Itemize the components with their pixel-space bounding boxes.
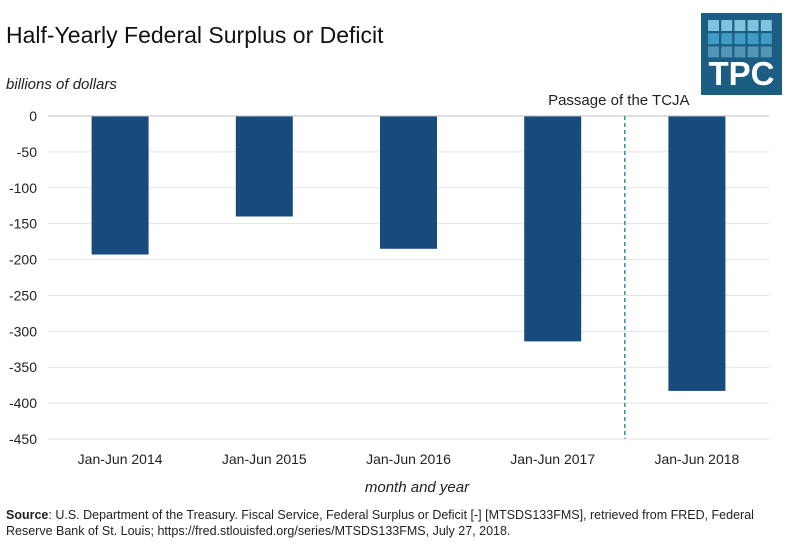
tpc-logo: TPC: [701, 13, 782, 95]
tpc-logo-square: [708, 20, 719, 31]
tpc-logo-text: TPC: [709, 55, 775, 92]
y-tick-label: 0: [29, 108, 37, 124]
x-tick-label: Jan-Jun 2017: [510, 451, 595, 467]
tpc-logo-square: [747, 46, 759, 58]
tpc-logo-square: [747, 20, 759, 31]
source-text: : U.S. Department of the Treasury. Fisca…: [6, 508, 754, 538]
tcja-annotation: Passage of the TCJA: [548, 92, 689, 109]
tpc-logo-square: [734, 33, 746, 45]
x-tick-label: Jan-Jun 2018: [654, 451, 739, 467]
source-label: Source: [6, 508, 49, 522]
y-tick-label: -100: [9, 180, 37, 196]
tpc-logo-square: [708, 46, 719, 58]
source-note: Source: U.S. Department of the Treasury.…: [6, 507, 782, 539]
tpc-logo-square: [734, 46, 746, 58]
y-tick-labels: 0 -50 -100 -150 -200 -250 -300 -350 -400 -450: [9, 108, 37, 447]
y-tick-label: -300: [9, 323, 37, 339]
tpc-logo-square: [708, 33, 719, 45]
tpc-logo-square: [721, 20, 733, 31]
bars: [91, 116, 726, 391]
bar: [668, 116, 726, 391]
bar: [91, 116, 149, 255]
tpc-logo-square: [734, 20, 746, 31]
bar: [235, 116, 293, 217]
y-tick-label: -450: [9, 431, 37, 447]
y-tick-label: -50: [17, 144, 37, 160]
bar: [380, 116, 437, 249]
y-tick-label: -150: [9, 216, 37, 232]
x-tick-label: Jan-Jun 2016: [366, 451, 451, 467]
tpc-logo-square: [760, 33, 772, 45]
x-tick-label: Jan-Jun 2015: [222, 451, 307, 467]
tpc-logo-square: [760, 20, 772, 31]
y-tick-label: -400: [9, 395, 37, 411]
tpc-logo-squares: [708, 20, 772, 58]
tpc-logo-square: [760, 46, 772, 58]
y-tick-label: -250: [9, 287, 37, 303]
tpc-logo-square: [721, 46, 733, 58]
tpc-logo-square: [721, 33, 733, 45]
bar: [524, 116, 582, 342]
x-tick-label: Jan-Jun 2014: [78, 451, 163, 467]
y-axis-label: billions of dollars: [6, 76, 117, 93]
y-tick-label: -200: [9, 252, 37, 268]
x-tick-labels: Jan-Jun 2014 Jan-Jun 2015 Jan-Jun 2016 Jan-…: [78, 451, 740, 467]
y-tick-label: -350: [9, 359, 37, 375]
chart-title: Half-Yearly Federal Surplus or Deficit: [6, 22, 384, 48]
tpc-logo-square: [747, 33, 759, 45]
x-axis-label: month and year: [365, 479, 470, 496]
